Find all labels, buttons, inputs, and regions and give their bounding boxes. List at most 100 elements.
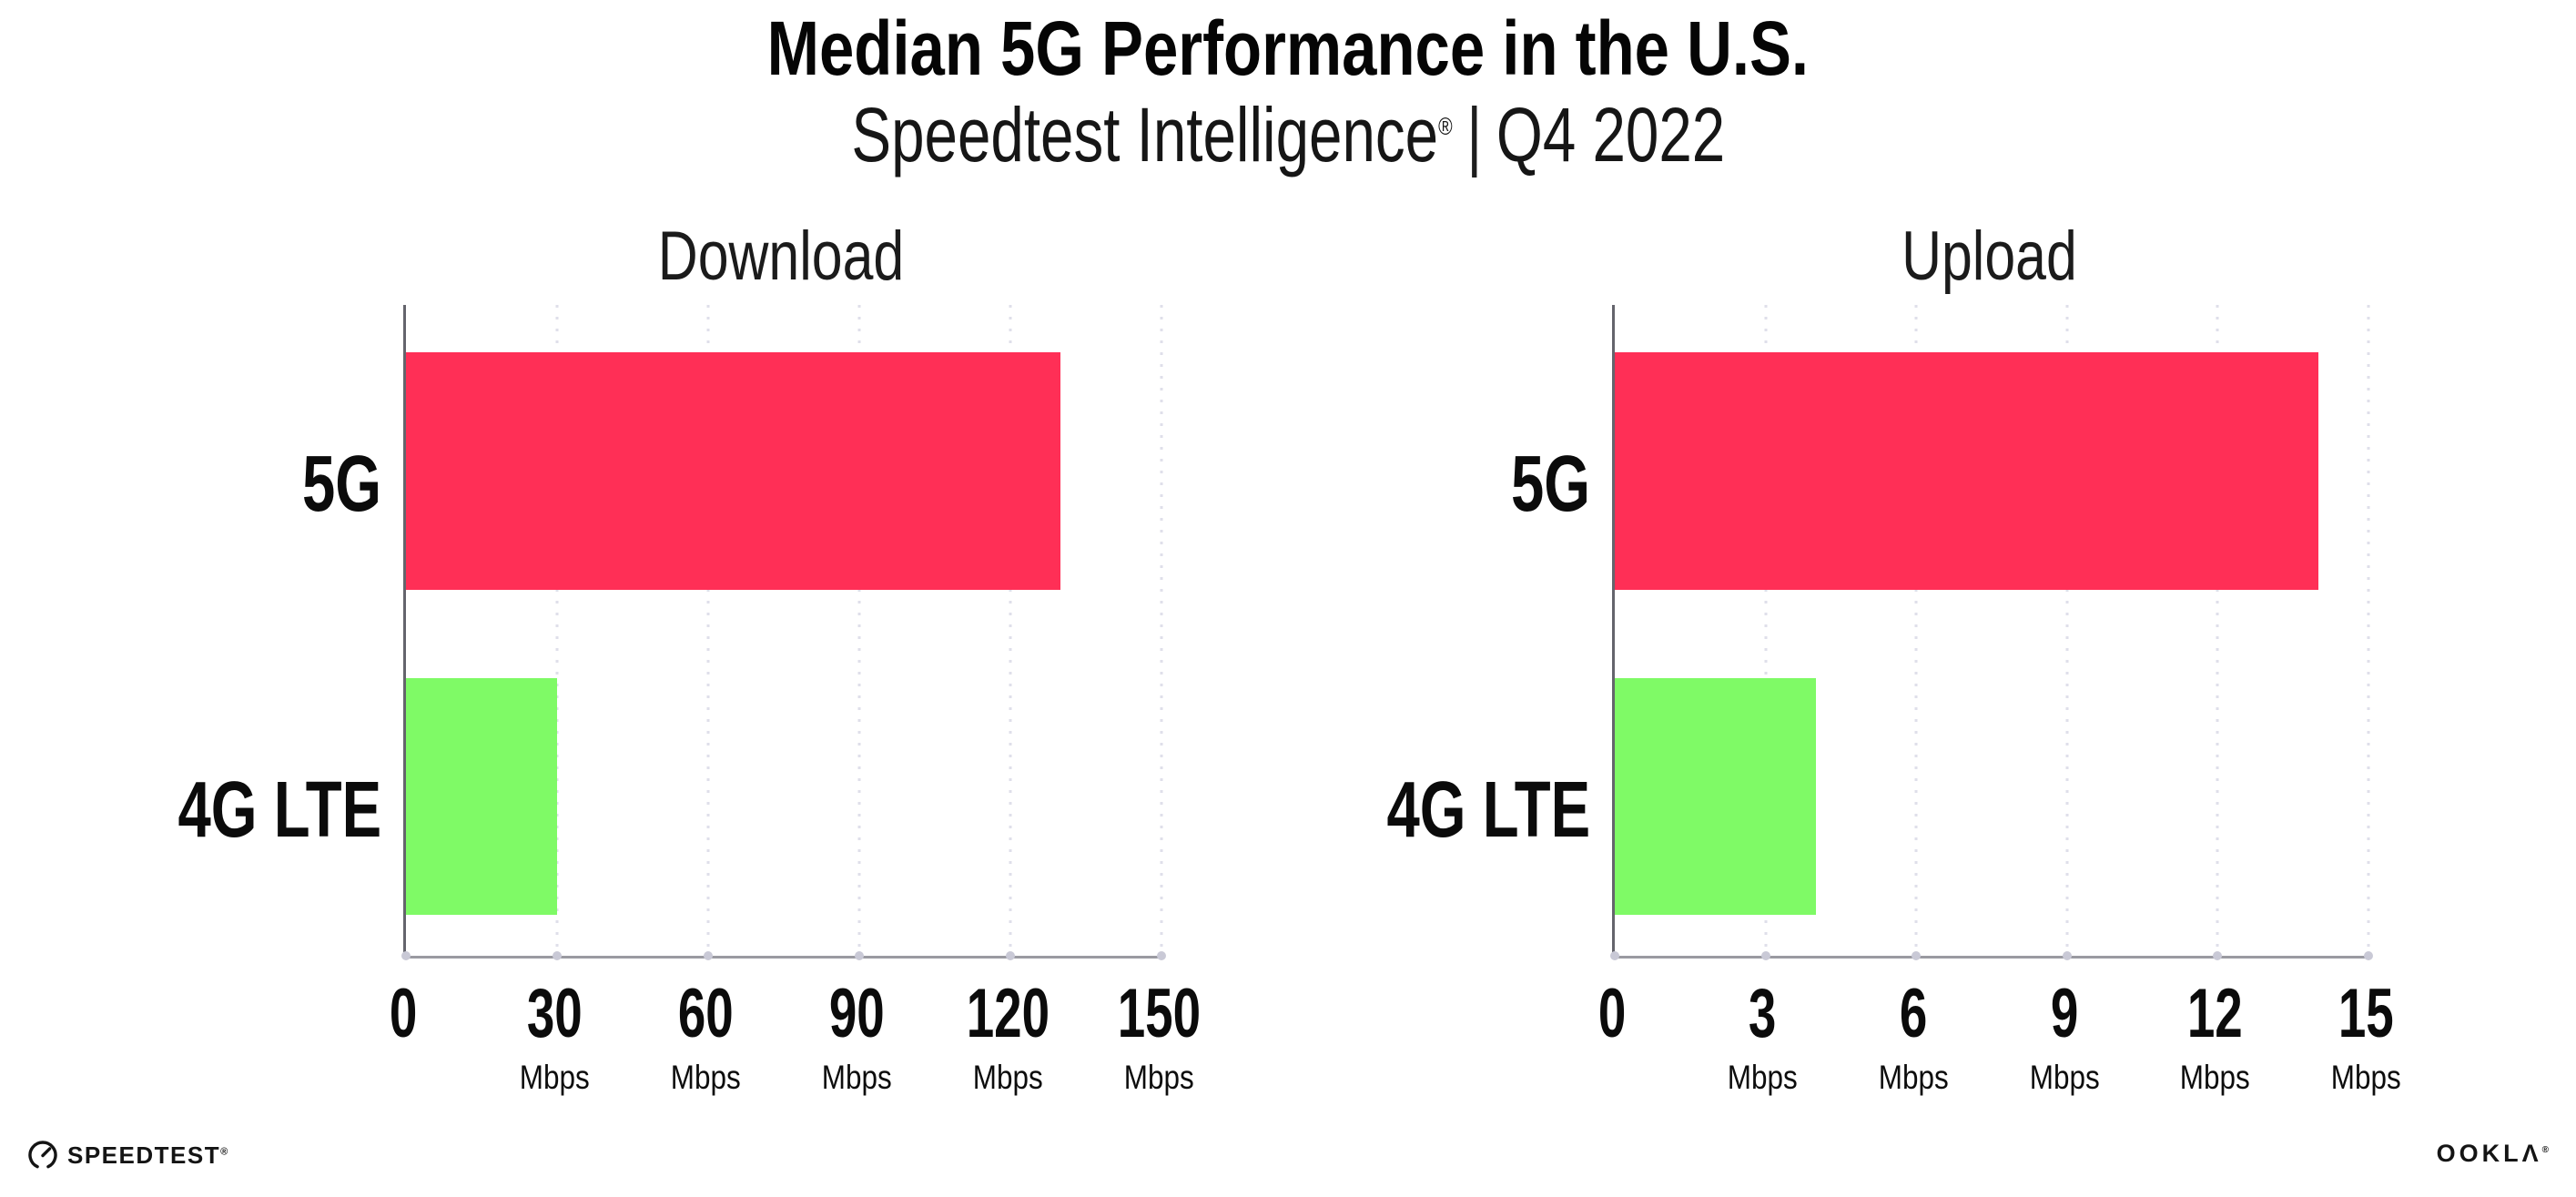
- axis-tick-dot-upload-9: [2062, 951, 2072, 960]
- x-tick-unit-text: Mbps: [2179, 1059, 2250, 1096]
- gridline-upload-6: [1914, 305, 1918, 956]
- category-label-text: 4G LTE: [1386, 765, 1590, 854]
- category-label-text: 5G: [1510, 440, 1590, 528]
- panel-title-text: Upload: [1901, 218, 2077, 295]
- x-tick-value-text: 60: [677, 975, 734, 1052]
- subtitle-separator: |: [1465, 92, 1482, 178]
- category-label-5g-upload: 5G: [1226, 365, 1590, 603]
- x-tick-label-download-30: 30 Mbps: [482, 979, 627, 1095]
- axis-tick-dot-upload-3: [1760, 951, 1770, 960]
- page-subtitle: Speedtest Intelligence® | Q4 2022: [0, 96, 2576, 173]
- bar-5g-download: [406, 352, 1060, 590]
- x-tick-unit-text: Mbps: [2330, 1059, 2401, 1096]
- x-tick-label-download-0: 0: [330, 979, 476, 1049]
- x-tick-value-text: 0: [1597, 975, 1627, 1052]
- bar-5g-upload: [1615, 352, 2318, 590]
- page-title-text: Median 5G Performance in the U.S.: [766, 5, 1810, 91]
- gridline-upload-15: [2367, 305, 2370, 956]
- x-tick-value: 30: [516, 979, 593, 1049]
- gridline-download-90: [857, 305, 861, 956]
- x-tick-label-upload-6: 6 Mbps: [1841, 979, 1986, 1095]
- x-tick-label-download-60: 60 Mbps: [633, 979, 778, 1095]
- registered-mark-icon: ®: [1437, 113, 1453, 140]
- axis-tick-dot-download-90: [855, 951, 864, 960]
- axis-tick-dot-upload-12: [2213, 951, 2223, 960]
- x-tick-value: 9: [2045, 979, 2084, 1049]
- x-tick-label-upload-3: 3 Mbps: [1690, 979, 1836, 1095]
- x-tick-label-download-150: 150 Mbps: [1086, 979, 1232, 1095]
- axis-tick-dot-upload-15: [2364, 951, 2373, 960]
- speedtest-wordmark: SPEEDTEST®: [67, 1141, 229, 1169]
- category-label-5g-download: 5G: [17, 365, 381, 603]
- x-tick-unit-text: Mbps: [519, 1059, 590, 1096]
- x-tick-label-upload-0: 0: [1539, 979, 1685, 1049]
- page-title: Median 5G Performance in the U.S.: [0, 10, 2576, 86]
- x-tick-unit: Mbps: [2174, 1060, 2256, 1094]
- x-tick-value: 15: [2328, 979, 2405, 1049]
- x-tick-unit-text: Mbps: [2029, 1059, 2100, 1096]
- x-tick-value-text: 12: [2186, 975, 2243, 1052]
- subtitle-period: Q4 2022: [1496, 92, 1725, 178]
- plot-area-download: [401, 305, 1166, 960]
- bar-4g-lte-download: [406, 678, 557, 915]
- x-tick-value: 6: [1894, 979, 1932, 1049]
- x-tick-unit: Mbps: [1721, 1060, 1803, 1094]
- gridline-upload-3: [1764, 305, 1768, 956]
- x-tick-unit-text: Mbps: [1728, 1059, 1799, 1096]
- speedtest-logo: SPEEDTEST®: [27, 1140, 229, 1171]
- category-label-text: 4G LTE: [177, 765, 381, 854]
- x-tick-label-download-90: 90 Mbps: [784, 979, 929, 1095]
- x-tick-value: 0: [1593, 979, 1631, 1049]
- x-tick-label-upload-12: 12 Mbps: [2142, 975, 2287, 1095]
- panel-title-download: Download: [403, 222, 1159, 291]
- x-tick-label-upload-9: 9 Mbps: [1992, 979, 2137, 1095]
- x-tick-value-text: 0: [389, 975, 418, 1052]
- x-tick-value-text: 30: [526, 975, 583, 1052]
- x-tick-unit: Mbps: [1872, 1060, 1954, 1094]
- x-tick-value-text: 3: [1749, 975, 1777, 1052]
- x-tick-value: 3: [1743, 979, 1781, 1049]
- x-tick-unit-text: Mbps: [821, 1059, 892, 1096]
- x-tick-unit: Mbps: [1118, 1060, 1200, 1094]
- x-tick-unit-text: Mbps: [670, 1059, 741, 1096]
- axis-tick-dot-download-60: [704, 951, 713, 960]
- gridline-upload-12: [2216, 305, 2219, 956]
- x-tick-value-text: 9: [2050, 975, 2079, 1052]
- x-tick-unit-text: Mbps: [1123, 1059, 1194, 1096]
- x-tick-unit-text: Mbps: [972, 1059, 1043, 1096]
- x-tick-value-text: 90: [828, 975, 885, 1052]
- x-tick-unit: Mbps: [664, 1060, 746, 1094]
- x-tick-unit: Mbps: [816, 1060, 898, 1094]
- x-tick-value: 90: [818, 979, 896, 1049]
- axis-tick-dot-download-0: [401, 951, 411, 960]
- gridline-download-30: [555, 305, 559, 956]
- x-tick-value-text: 120: [966, 975, 1050, 1052]
- ookla-logo: OOKLΛ®: [2437, 1141, 2549, 1166]
- x-tick-label-upload-15: 15 Mbps: [2293, 979, 2439, 1095]
- subtitle-brand: Speedtest Intelligence: [851, 92, 1438, 178]
- x-tick-value: 120: [950, 979, 1066, 1049]
- category-label-4g-lte-download: 4G LTE: [17, 691, 381, 928]
- x-tick-label-download-120: 120 Mbps: [935, 979, 1080, 1095]
- x-tick-value: 0: [384, 979, 422, 1049]
- x-tick-unit: Mbps: [967, 1060, 1049, 1094]
- x-tick-value-text: 150: [1117, 975, 1201, 1052]
- gridline-download-150: [1160, 305, 1163, 956]
- x-tick-unit: Mbps: [2023, 1060, 2105, 1094]
- x-tick-unit: Mbps: [513, 1060, 595, 1094]
- x-tick-unit: Mbps: [2325, 1060, 2407, 1094]
- speedtest-registered-mark: ®: [220, 1146, 229, 1158]
- ookla-wordmark: OOKLΛ: [2436, 1140, 2542, 1167]
- category-label-4g-lte-upload: 4G LTE: [1226, 691, 1590, 928]
- speedtest-gauge-icon: [28, 1141, 57, 1169]
- gridline-download-120: [1009, 305, 1012, 956]
- plot-area-upload: [1610, 305, 2373, 960]
- x-tick-value-text: 6: [1899, 975, 1928, 1052]
- axis-tick-dot-download-30: [553, 951, 562, 960]
- category-label-text: 5G: [301, 440, 381, 528]
- axis-tick-dot-download-150: [1157, 951, 1166, 960]
- x-tick-value: 60: [667, 979, 745, 1049]
- x-tick-value: 150: [1101, 979, 1217, 1049]
- axis-tick-dot-upload-0: [1610, 951, 1619, 960]
